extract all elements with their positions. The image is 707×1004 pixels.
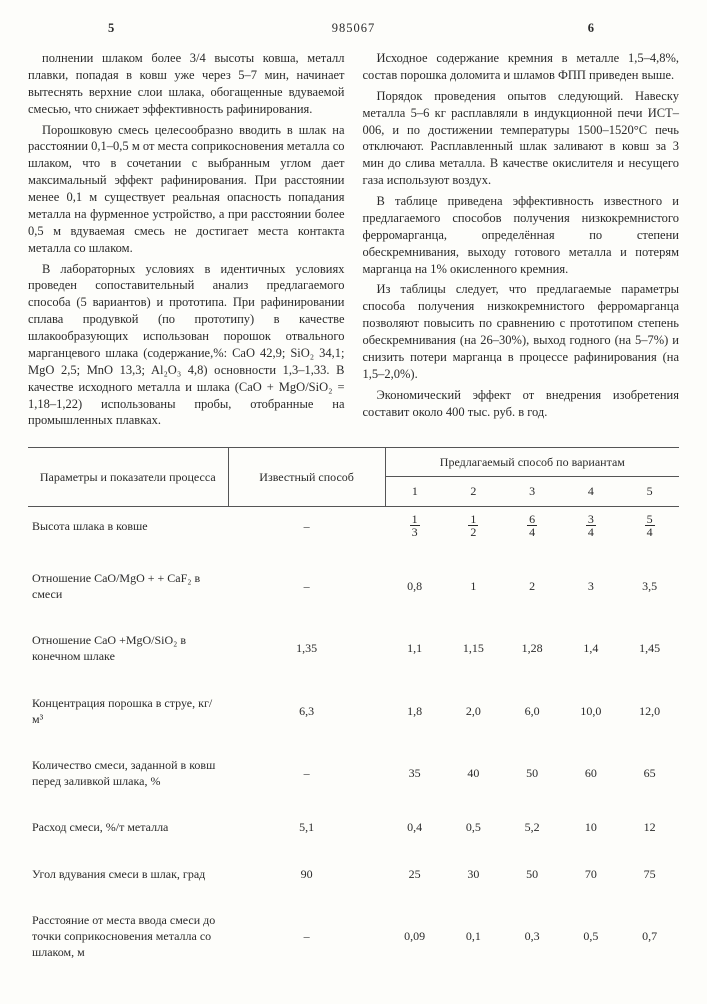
value-cell: 3 — [561, 564, 620, 608]
known-cell: – — [228, 751, 385, 795]
value-cell: 64 — [503, 506, 562, 546]
value-cell: 5,2 — [503, 813, 562, 841]
body-columns: полнении шлаком более 3/4 высоты ковша, … — [28, 50, 679, 433]
value-cell: 1,28 — [503, 626, 562, 670]
para: Порядок проведения опытов следующий. Нав… — [363, 88, 680, 189]
param-cell: Отношение CaO +MgO/SiO₂ в конечном шлаке — [28, 626, 228, 670]
value-cell: 1,4 — [561, 626, 620, 670]
col-header-proposed: Предлагаемый способ по вариантам — [385, 448, 679, 477]
known-cell: – — [228, 906, 385, 967]
known-cell: – — [228, 564, 385, 608]
value-cell: 54 — [620, 506, 679, 546]
value-cell: 6,0 — [503, 689, 562, 733]
para: В таблице приведена эффективность извест… — [363, 193, 680, 277]
table-row: Угол вдувания смеси в шлак, град90253050… — [28, 860, 679, 888]
para: Исходное содержание кремния в металле 1,… — [363, 50, 680, 84]
column-number-left: 5 — [108, 20, 114, 37]
known-cell: – — [228, 506, 385, 546]
para: Порошковую смесь целесообразно вводить в… — [28, 122, 345, 257]
value-cell: 3,5 — [620, 564, 679, 608]
variant-header: 1 — [385, 477, 444, 506]
param-cell: Расстояние от места ввода смеси до точки… — [28, 906, 228, 967]
value-cell: 0,8 — [385, 564, 444, 608]
variant-header: 2 — [444, 477, 503, 506]
value-cell: 0,7 — [620, 906, 679, 967]
variant-header: 5 — [620, 477, 679, 506]
known-cell: 90 — [228, 860, 385, 888]
value-cell: 40 — [444, 751, 503, 795]
results-table: Параметры и показатели процесса Известны… — [28, 447, 679, 984]
column-number-right: 6 — [588, 20, 594, 37]
value-cell: 0,5 — [444, 813, 503, 841]
known-cell: 5,1 — [228, 813, 385, 841]
value-cell: 12 — [444, 506, 503, 546]
value-cell: 2,0 — [444, 689, 503, 733]
value-cell: 0,5 — [561, 906, 620, 967]
value-cell: 1,8 — [385, 689, 444, 733]
table-body: Высота шлака в ковше–1312643454Отношение… — [28, 506, 679, 984]
page-header: 5 985067 6 — [28, 20, 679, 40]
table-row: Расстояние от места ввода смеси до точки… — [28, 906, 679, 967]
left-column: полнении шлаком более 3/4 высоты ковша, … — [28, 50, 345, 433]
param-cell: Расход смеси, %/т металла — [28, 813, 228, 841]
table-row: Высота шлака в ковше–1312643454 — [28, 506, 679, 546]
para: Из таблицы следует, что предлагаемые пар… — [363, 281, 680, 382]
table-row: Отношение CaO/MgO + + CaF₂ в смеси–0,812… — [28, 564, 679, 608]
known-cell: 6,3 — [228, 689, 385, 733]
table-row: Количество смеси, заданной в ковш перед … — [28, 751, 679, 795]
variant-header: 3 — [503, 477, 562, 506]
param-cell: Отношение CaO/MgO + + CaF₂ в смеси — [28, 564, 228, 608]
param-cell: Концентрация порошка в струе, кг/м³ — [28, 689, 228, 733]
value-cell: 10 — [561, 813, 620, 841]
para: Экономический эффект от внедрения изобре… — [363, 387, 680, 421]
document-number: 985067 — [332, 21, 376, 35]
value-cell: 2 — [503, 564, 562, 608]
para: В лабораторных условиях в идентичных усл… — [28, 261, 345, 430]
value-cell: 12,0 — [620, 689, 679, 733]
value-cell: 50 — [503, 860, 562, 888]
table-row: Концентрация порошка в струе, кг/м³6,31,… — [28, 689, 679, 733]
value-cell: 1 — [444, 564, 503, 608]
value-cell: 1,1 — [385, 626, 444, 670]
value-cell: 70 — [561, 860, 620, 888]
value-cell: 0,3 — [503, 906, 562, 967]
value-cell: 35 — [385, 751, 444, 795]
value-cell: 75 — [620, 860, 679, 888]
value-cell: 34 — [561, 506, 620, 546]
value-cell: 30 — [444, 860, 503, 888]
value-cell: 0,4 — [385, 813, 444, 841]
param-cell: Угол вдувания смеси в шлак, град — [28, 860, 228, 888]
value-cell: 25 — [385, 860, 444, 888]
col-header-known: Известный способ — [228, 448, 385, 506]
value-cell: 12 — [620, 813, 679, 841]
variant-header: 4 — [561, 477, 620, 506]
table-row: Расход смеси, %/т металла5,10,40,55,2101… — [28, 813, 679, 841]
value-cell: 60 — [561, 751, 620, 795]
value-cell: 0,09 — [385, 906, 444, 967]
value-cell: 10,0 — [561, 689, 620, 733]
value-cell: 0,1 — [444, 906, 503, 967]
right-column: Исходное содержание кремния в металле 1,… — [363, 50, 680, 433]
value-cell: 1,15 — [444, 626, 503, 670]
value-cell: 1,45 — [620, 626, 679, 670]
table-row: Отношение CaO +MgO/SiO₂ в конечном шлаке… — [28, 626, 679, 670]
param-cell: Высота шлака в ковше — [28, 506, 228, 546]
param-cell: Количество смеси, заданной в ковш перед … — [28, 751, 228, 795]
value-cell: 65 — [620, 751, 679, 795]
col-header-param: Параметры и показатели процесса — [28, 448, 228, 506]
value-cell: 13 — [385, 506, 444, 546]
known-cell: 1,35 — [228, 626, 385, 670]
table-head: Параметры и показатели процесса Известны… — [28, 448, 679, 506]
para: полнении шлаком более 3/4 высоты ковша, … — [28, 50, 345, 118]
value-cell: 50 — [503, 751, 562, 795]
